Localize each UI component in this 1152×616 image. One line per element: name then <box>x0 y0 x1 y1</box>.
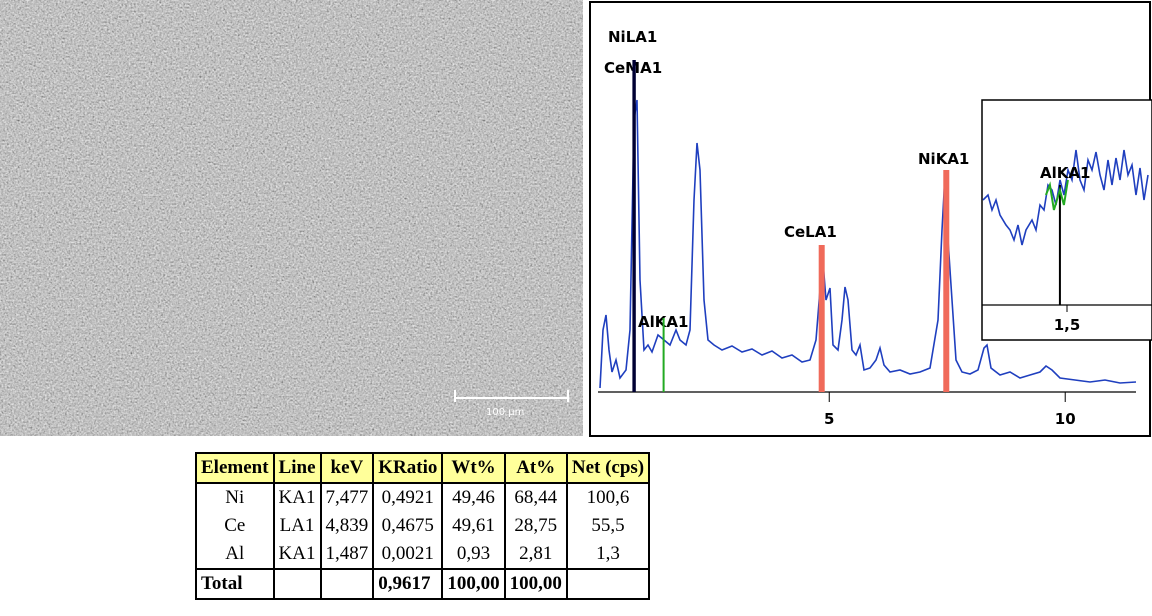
peak-label: NiLA1 <box>608 28 657 46</box>
cell <box>272 568 322 600</box>
cell: 68,44 <box>503 483 568 512</box>
peak-marker <box>662 318 665 392</box>
cell: Ni <box>195 483 275 512</box>
column-header: Element <box>195 452 275 484</box>
cell: 0,0021 <box>372 540 444 569</box>
cell: Ce <box>195 512 275 540</box>
scale-bar-label: 100 µm <box>486 407 524 418</box>
inset: AlKA1 1,5 <box>981 99 1152 341</box>
cell: 55,5 <box>565 512 651 540</box>
cell: 100,00 <box>503 568 568 600</box>
cell: 4,839 <box>319 512 375 540</box>
peak-marker <box>818 245 825 392</box>
peak-marker <box>633 60 636 392</box>
table-row: Ni KA1 7,477 0,4921 49,46 68,44 100,6 <box>195 483 651 512</box>
cell: 100,6 <box>565 483 651 512</box>
cell: 7,477 <box>319 483 375 512</box>
cell: 2,81 <box>503 540 568 569</box>
x-tick-label: 1,5 <box>1054 316 1081 334</box>
column-header: Line <box>272 452 322 484</box>
cell: 100,00 <box>441 568 506 600</box>
peak-label: NiKA1 <box>918 150 969 168</box>
inset-peak-label: AlKA1 <box>1040 164 1090 182</box>
peak-marker <box>943 170 950 392</box>
column-header: Wt% <box>441 452 506 484</box>
cell: 1,3 <box>565 540 651 569</box>
composition-table: Element Line keV KRatio Wt% At% Net (cps) Ni KA… <box>195 452 651 600</box>
peak-marker <box>1058 185 1061 305</box>
inset-curve <box>982 149 1149 246</box>
cell: Al <box>195 540 275 569</box>
cell: 0,4921 <box>372 483 444 512</box>
x-tick-label: 10 <box>1055 410 1076 428</box>
column-header: keV <box>319 452 375 484</box>
table-header: Element Line keV KRatio Wt% At% Net (cps) <box>195 452 651 484</box>
cell: 49,46 <box>441 483 506 512</box>
cell: 1,487 <box>319 540 375 569</box>
column-header: Net (cps) <box>565 452 651 484</box>
cell: LA1 <box>272 512 322 540</box>
cell: 0,4675 <box>372 512 444 540</box>
column-header: At% <box>503 452 568 484</box>
cell: 0,93 <box>441 540 506 569</box>
cell: 49,61 <box>441 512 506 540</box>
peak-marker <box>632 60 635 392</box>
column-header: KRatio <box>372 452 444 484</box>
cell: KA1 <box>272 483 322 512</box>
cell: 0,9617 <box>372 568 444 600</box>
figure: 100 µm NiLA1 CeMA1 AlKA1 CeLA1 NiKA1 510… <box>0 0 1152 437</box>
peak-highlight <box>1044 179 1069 211</box>
cell: KA1 <box>272 540 322 569</box>
cell <box>565 568 651 600</box>
table-row: Al KA1 1,487 0,0021 0,93 2,81 1,3 <box>195 540 651 569</box>
cell <box>319 568 375 600</box>
total-row: Total 0,9617 100,00 100,00 <box>195 568 651 600</box>
cell: 28,75 <box>503 512 568 540</box>
spectrum-curve <box>599 99 1137 389</box>
x-tick-label: 5 <box>824 410 834 428</box>
table-row: Ce LA1 4,839 0,4675 49,61 28,75 55,5 <box>195 512 651 540</box>
cell: Total <box>195 568 275 600</box>
sem-image: 100 µm <box>0 0 583 436</box>
peak-label: CeLA1 <box>784 223 837 241</box>
